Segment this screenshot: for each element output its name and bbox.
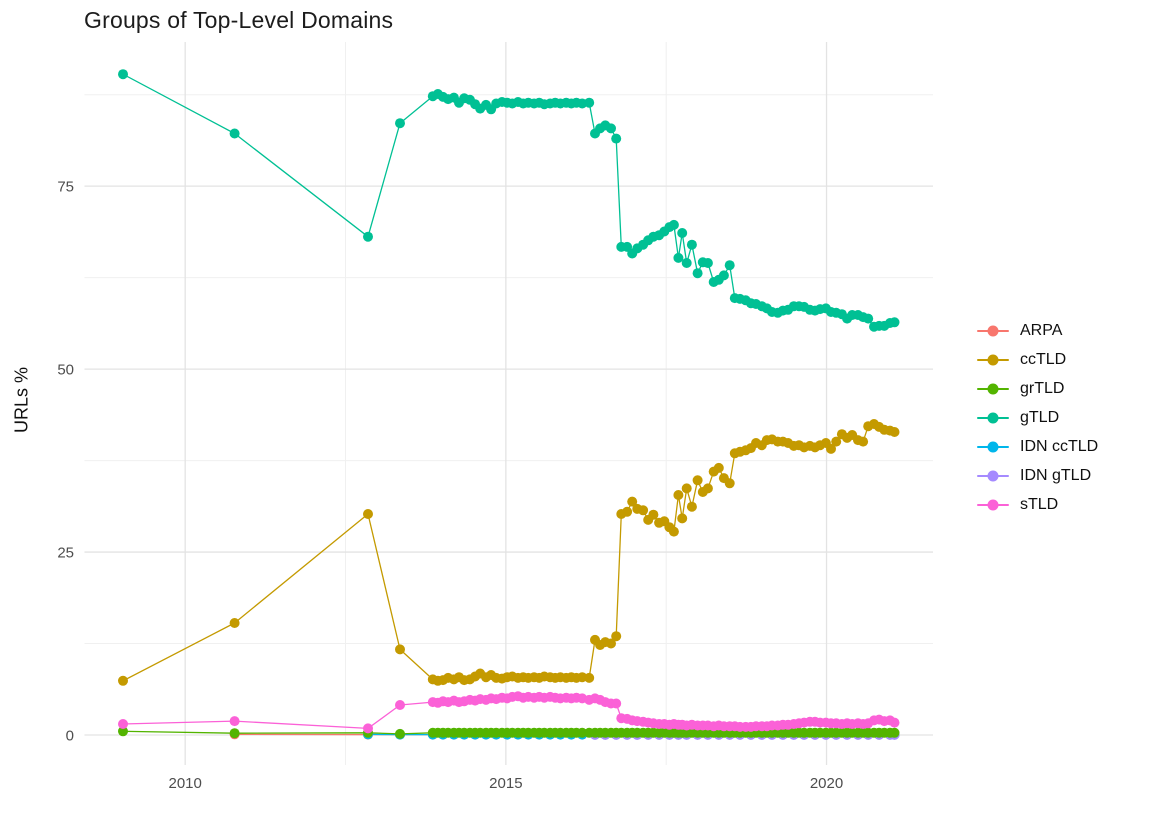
gridlines bbox=[84, 42, 933, 765]
legend-label: IDN gTLD bbox=[1020, 467, 1092, 484]
legend-item-IDN-ccTLD: IDN ccTLD bbox=[976, 437, 1098, 457]
legend-dot-icon bbox=[987, 412, 999, 424]
legend-key-icon bbox=[976, 408, 1010, 428]
legend-dot-icon bbox=[987, 441, 999, 453]
legend-label: IDN ccTLD bbox=[1020, 438, 1099, 455]
y-axis-label: URLs % bbox=[11, 366, 32, 434]
legend-dot-icon bbox=[987, 499, 999, 511]
svg-text:0: 0 bbox=[66, 727, 74, 744]
legend-key-icon bbox=[976, 495, 1010, 515]
legend-key-icon bbox=[976, 466, 1010, 486]
legend-item-sTLD: sTLD bbox=[976, 495, 1098, 515]
svg-text:50: 50 bbox=[57, 362, 74, 379]
legend: ARPA ccTLD grTLD gTLD IDN ccTLD IDN gTLD sTLD bbox=[976, 321, 1098, 515]
legend-key-icon bbox=[976, 321, 1010, 341]
series-line-gTLD bbox=[122, 73, 895, 328]
legend-key-icon bbox=[976, 350, 1010, 370]
svg-text:2020: 2020 bbox=[810, 775, 843, 792]
legend-label: ARPA bbox=[1020, 322, 1063, 339]
series-points-sTLD bbox=[118, 691, 900, 734]
legend-label: sTLD bbox=[1020, 496, 1059, 513]
legend-item-grTLD: grTLD bbox=[976, 379, 1098, 399]
svg-text:75: 75 bbox=[57, 179, 74, 196]
x-axis-tick-labels: 2010 2015 2020 bbox=[169, 775, 844, 792]
legend-label: ccTLD bbox=[1020, 351, 1067, 368]
legend-item-IDN-gTLD: IDN gTLD bbox=[976, 466, 1098, 486]
svg-text:2010: 2010 bbox=[169, 775, 202, 792]
series-points-ccTLD bbox=[118, 419, 900, 686]
legend-item-ccTLD: ccTLD bbox=[976, 350, 1098, 370]
legend-dot-icon bbox=[987, 325, 999, 337]
legend-item-gTLD: gTLD bbox=[976, 408, 1098, 428]
legend-dot-icon bbox=[987, 470, 999, 482]
series-points-gTLD bbox=[118, 69, 900, 332]
legend-key-icon bbox=[976, 437, 1010, 457]
y-axis-tick-labels: 0 25 50 75 bbox=[57, 179, 74, 745]
legend-item-ARPA: ARPA bbox=[976, 321, 1098, 341]
series-points-grTLD bbox=[118, 726, 900, 739]
legend-key-icon bbox=[976, 379, 1010, 399]
legend-label: gTLD bbox=[1020, 409, 1060, 426]
legend-dot-icon bbox=[987, 383, 999, 395]
legend-label: grTLD bbox=[1020, 380, 1065, 397]
chart-title: Groups of Top-Level Domains bbox=[84, 7, 394, 33]
legend-dot-icon bbox=[987, 354, 999, 366]
svg-text:2015: 2015 bbox=[489, 775, 522, 792]
svg-text:25: 25 bbox=[57, 545, 74, 562]
